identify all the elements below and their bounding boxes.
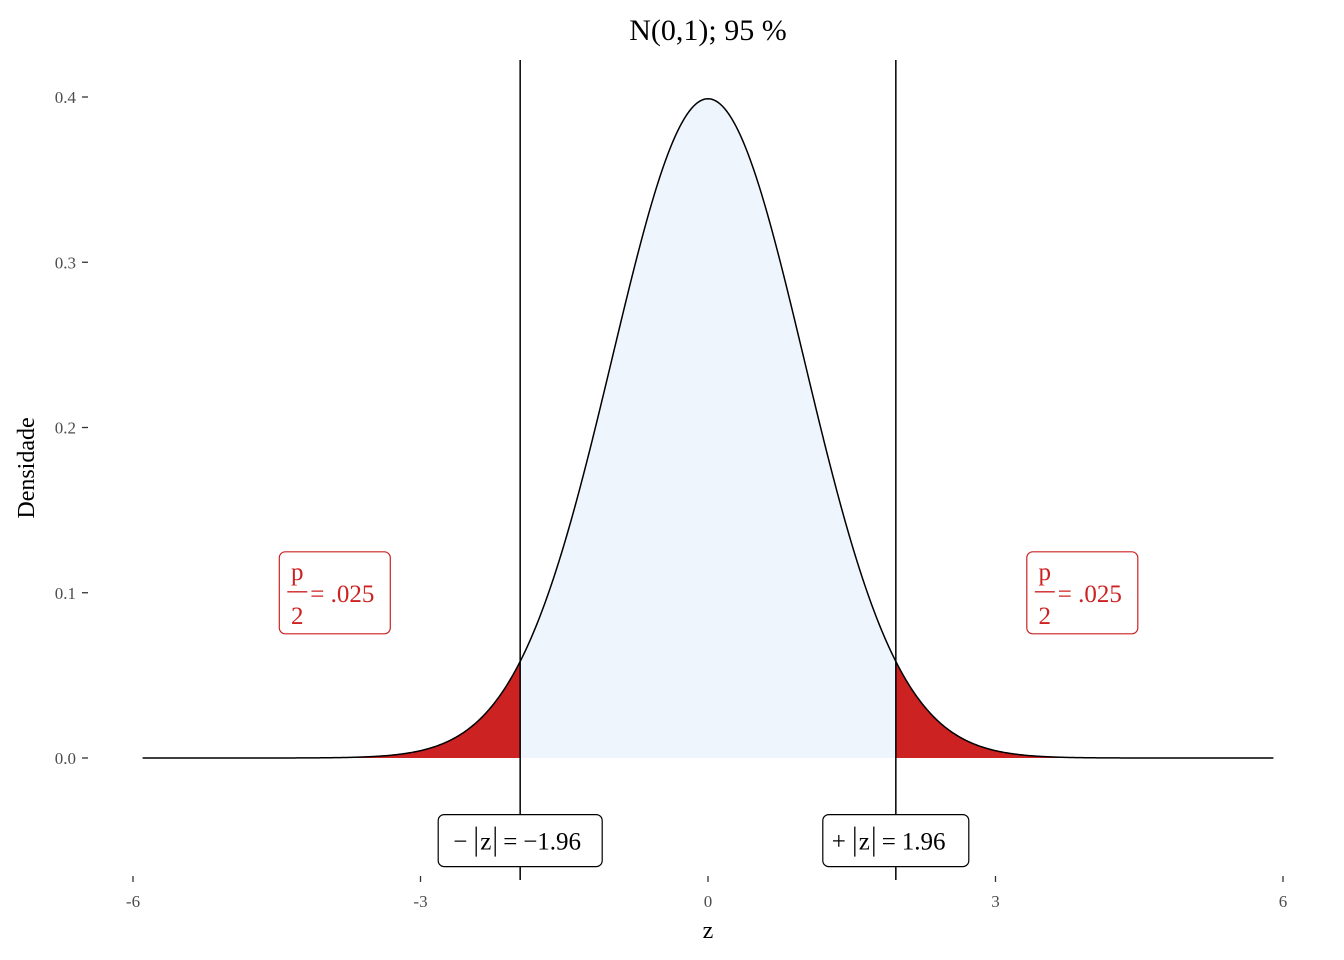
- x-axis: -6 -3 0 3 6: [126, 876, 1287, 911]
- y-axis: 0.0 0.1 0.2 0.3 0.4: [55, 88, 88, 768]
- central-area: [520, 98, 896, 758]
- p-label-left-num: p: [291, 559, 304, 586]
- z-label-left-eq: =: [503, 829, 517, 856]
- left-tail-area: [142, 661, 521, 758]
- y-tick-label: 0.4: [55, 88, 77, 107]
- y-axis-title: Densidade: [14, 417, 40, 518]
- z-label-right-var: z: [859, 829, 870, 856]
- x-axis-title: z: [703, 918, 714, 944]
- z-label-right-box: [822, 813, 970, 868]
- p-label-left: p 2 = .025: [278, 551, 391, 635]
- x-tick-label: 6: [1279, 892, 1288, 911]
- x-tick-label: -3: [413, 892, 427, 911]
- chart-title: N(0,1); 95 %: [629, 14, 786, 47]
- density-curve: [142, 97, 1274, 759]
- z-label-left: − z = −1.96: [437, 813, 603, 868]
- x-tick-label: 0: [704, 892, 713, 911]
- z-label-right-eq: =: [882, 829, 896, 856]
- right-tail-area: [895, 661, 1274, 758]
- y-tick-label: 0.2: [55, 419, 76, 438]
- z-label-right: + z = 1.96: [822, 813, 970, 868]
- p-label-left-value: = .025: [310, 581, 374, 608]
- p-label-left-den: 2: [291, 603, 304, 630]
- z-label-right-value: 1.96: [902, 829, 946, 856]
- x-tick-label: -6: [126, 892, 140, 911]
- p-label-right-value: = .025: [1058, 581, 1122, 608]
- p-label-right-den: 2: [1039, 603, 1052, 630]
- p-label-right-num: p: [1039, 559, 1052, 586]
- y-tick-label: 0.3: [55, 253, 76, 272]
- z-label-left-var: z: [480, 829, 491, 856]
- z-label-right-sign: +: [832, 829, 846, 856]
- z-label-left-box: [437, 813, 603, 868]
- y-tick-label: 0.1: [55, 584, 76, 603]
- x-tick-label: 3: [991, 892, 1000, 911]
- p-label-left-box: [278, 551, 391, 635]
- plot-area: [142, 60, 1274, 880]
- z-label-left-sign: −: [453, 829, 467, 856]
- p-label-right-box: [1026, 551, 1139, 635]
- z-label-left-value: −1.96: [523, 829, 581, 856]
- p-label-right: p 2 = .025: [1026, 551, 1139, 635]
- y-tick-label: 0.0: [55, 749, 76, 768]
